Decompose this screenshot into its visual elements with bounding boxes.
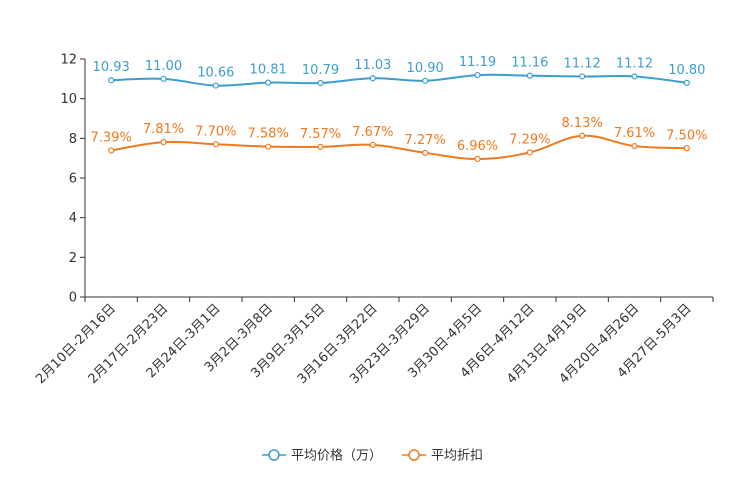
data-point[interactable] (579, 132, 586, 139)
data-point[interactable] (526, 72, 533, 79)
series-avg-discount: 7.39% 7.81% 7.70% 7.58% 7.57% 7.67% 7.27% 6.96%… (91, 116, 707, 163)
data-point[interactable] (579, 73, 586, 80)
data-point[interactable] (265, 143, 272, 150)
legend-label: 平均价格（万） (291, 448, 382, 464)
data-label: 7.70% (195, 124, 236, 139)
legend-label: 平均折扣 (431, 449, 483, 464)
data-point[interactable] (317, 79, 324, 87)
data-label: 7.29% (509, 132, 550, 147)
data-label: 7.67% (352, 125, 393, 140)
data-point[interactable] (212, 141, 219, 148)
data-label: 10.79 (302, 63, 339, 78)
data-point[interactable] (526, 149, 533, 156)
data-point[interactable] (160, 75, 167, 82)
data-label: 10.80 (668, 63, 705, 78)
y-tick-label: 4 (69, 211, 77, 226)
data-label: 10.66 (197, 66, 234, 81)
y-tick-label: 12 (60, 53, 77, 68)
y-tick-label: 6 (69, 172, 77, 187)
data-label: 10.90 (407, 61, 444, 76)
series-avg-price: 10.93 11.00 10.66 10.81 10.79 11.03 10.90 11.19… (93, 55, 705, 89)
chart-series: 10.93 11.00 10.66 10.81 10.79 11.03 10.90 11.19… (91, 55, 707, 163)
data-label: 7.81% (143, 122, 184, 137)
legend-item-avg-price[interactable]: 平均价格（万） (262, 448, 382, 464)
data-point[interactable] (317, 143, 324, 150)
y-tick-label: 10 (60, 92, 77, 107)
data-label: 7.39% (91, 130, 132, 145)
data-label: 10.93 (93, 60, 130, 75)
data-point[interactable] (369, 75, 376, 82)
data-point[interactable] (474, 155, 481, 163)
data-label: 11.12 (616, 56, 653, 71)
data-label: 7.61% (614, 126, 655, 141)
data-point[interactable] (265, 79, 272, 86)
data-label: 6.96% (457, 139, 498, 154)
legend-marker-icon (408, 449, 420, 461)
data-point[interactable] (683, 79, 690, 86)
chart-legend[interactable]: 平均价格（万） 平均折扣 (262, 448, 483, 464)
data-point[interactable] (422, 77, 429, 84)
data-point[interactable] (631, 73, 638, 80)
data-label: 8.13% (562, 116, 603, 131)
chart-axes: 0246810122月10日-2月16日2月17日-2月23日2月24日-3月1… (33, 53, 714, 387)
data-point[interactable] (631, 142, 638, 150)
data-label: 7.58% (248, 127, 289, 142)
y-tick-label: 8 (69, 132, 77, 147)
y-tick-label: 2 (69, 251, 77, 266)
data-point[interactable] (422, 149, 429, 156)
data-label: 10.81 (250, 63, 287, 78)
data-point[interactable] (108, 77, 115, 84)
data-label: 7.27% (405, 133, 446, 148)
data-label: 11.12 (564, 56, 601, 71)
legend-marker-icon (268, 449, 280, 461)
data-point[interactable] (369, 141, 376, 148)
data-point[interactable] (108, 147, 115, 154)
data-label: 11.16 (511, 56, 548, 71)
data-label: 11.19 (459, 55, 496, 70)
data-label: 11.03 (354, 58, 391, 73)
data-label: 11.00 (145, 59, 182, 74)
series-line (111, 73, 687, 87)
legend-item-avg-discount[interactable]: 平均折扣 (402, 449, 483, 464)
data-label: 7.50% (666, 128, 707, 143)
data-point[interactable] (160, 139, 167, 146)
data-point[interactable] (212, 82, 219, 89)
data-point[interactable] (474, 71, 481, 79)
data-label: 7.57% (300, 127, 341, 142)
data-point[interactable] (683, 145, 690, 152)
y-tick-label: 0 (69, 291, 77, 306)
series-line (111, 134, 687, 160)
